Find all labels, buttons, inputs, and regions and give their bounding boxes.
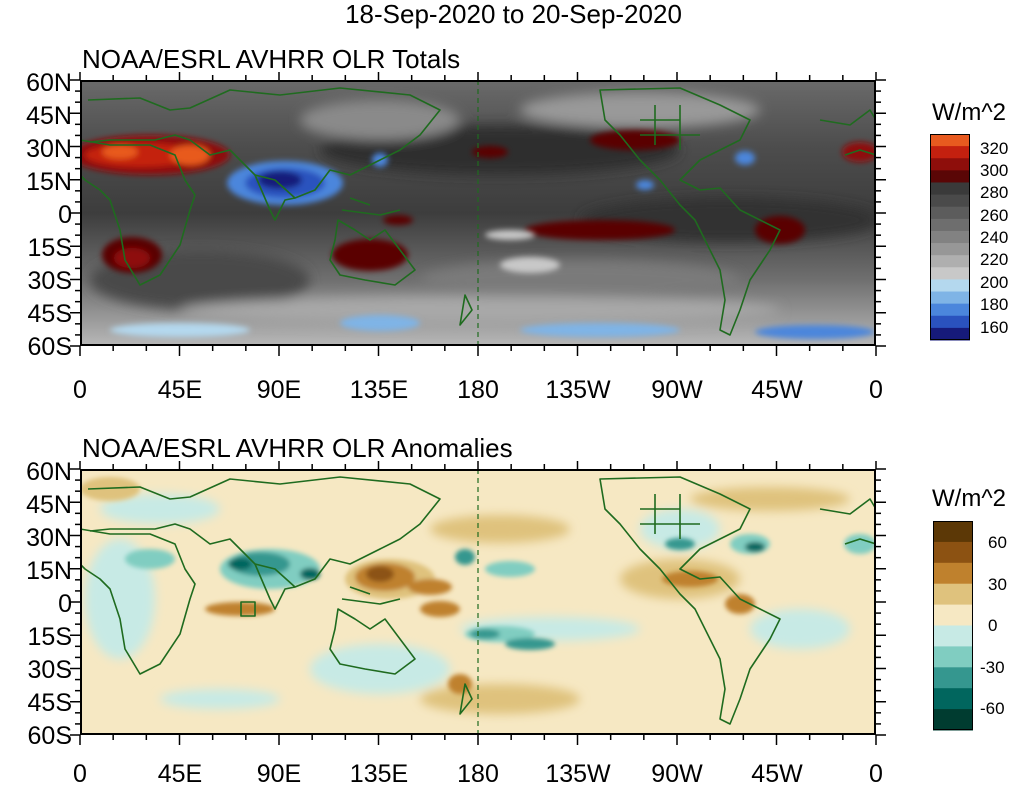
anomalies-colorbar-units: W/m^2 bbox=[932, 485, 1006, 512]
anomalies-lon-label: 90E bbox=[256, 760, 302, 788]
anomalies-lon-label: 45W bbox=[751, 760, 803, 788]
totals-lat-label: 45S bbox=[27, 300, 72, 328]
anomalies-lat-label: 60N bbox=[26, 458, 72, 486]
anomalies-lat-label: 30S bbox=[27, 656, 72, 684]
totals-lon-label: 135W bbox=[545, 376, 611, 404]
colorbar-swatch bbox=[930, 230, 970, 244]
anomalies-tick-marks bbox=[70, 461, 886, 745]
anomalies-lon-label: 135E bbox=[349, 760, 409, 788]
totals-colorbar-label: 320 bbox=[980, 139, 1009, 158]
anomalies-lat-label: 15N bbox=[26, 557, 72, 585]
colorbar-swatch bbox=[933, 541, 973, 564]
anomalies-lat-label: 15S bbox=[27, 623, 72, 651]
colorbar-swatch bbox=[930, 243, 970, 256]
anomalies-lat-label: 45S bbox=[27, 689, 72, 717]
totals-lat-label: 15S bbox=[27, 234, 72, 262]
anomalies-lat-label: 30N bbox=[26, 524, 72, 552]
totals-deep-convection bbox=[110, 151, 875, 339]
totals-lat-label: 30S bbox=[27, 267, 72, 295]
totals-lat-label: 0 bbox=[58, 201, 72, 229]
totals-colorbar-label: 300 bbox=[980, 161, 1009, 180]
totals-lon-label: 0 bbox=[73, 376, 87, 404]
anomalies-positive bbox=[80, 477, 755, 694]
anomalies-colorbar-label: 30 bbox=[988, 575, 1007, 594]
anomalies-colorbar-label: -30 bbox=[980, 658, 1005, 677]
anomalies-map bbox=[80, 469, 876, 735]
colorbar-swatch bbox=[930, 158, 970, 171]
colorbar-swatch bbox=[930, 279, 970, 293]
colorbar-swatch bbox=[930, 146, 970, 159]
colorbar-swatch bbox=[930, 255, 970, 268]
totals-colorbar-units: W/m^2 bbox=[932, 99, 1006, 126]
anomalies-field-blobs bbox=[85, 487, 850, 714]
colorbar-swatch bbox=[930, 194, 970, 208]
anomalies-lon-label: 0 bbox=[73, 760, 87, 788]
totals-colorbar bbox=[930, 134, 970, 341]
totals-tick-marks bbox=[70, 72, 886, 356]
totals-lon-label: 45E bbox=[157, 376, 203, 404]
colorbar-swatch bbox=[930, 303, 970, 317]
totals-lon-label: 45W bbox=[751, 376, 803, 404]
colorbar-swatch bbox=[933, 625, 973, 647]
anomalies-lon-label: 90W bbox=[651, 760, 703, 788]
totals-map bbox=[80, 80, 876, 346]
colorbar-swatch bbox=[933, 646, 973, 668]
totals-lat-label: 60N bbox=[26, 69, 72, 97]
colorbar-swatch bbox=[930, 170, 970, 183]
anomalies-lon-label: 180 bbox=[457, 760, 499, 788]
totals-lat-label: 60S bbox=[27, 333, 72, 361]
anomalies-colorbar bbox=[933, 521, 973, 731]
totals-high-olr bbox=[80, 130, 876, 273]
colorbar-swatch bbox=[930, 134, 970, 147]
totals-lat-label: 30N bbox=[26, 135, 72, 163]
anomalies-colorbar-label: -60 bbox=[980, 699, 1005, 718]
anomalies-colorbar-label: 60 bbox=[988, 533, 1007, 552]
colorbar-frame bbox=[930, 134, 970, 340]
colorbar-swatch bbox=[930, 315, 970, 329]
totals-lon-label: 90E bbox=[256, 376, 302, 404]
colorbar-swatch bbox=[933, 604, 973, 626]
anomalies-lon-label: 45E bbox=[157, 760, 203, 788]
colorbar-swatch bbox=[930, 206, 970, 220]
colorbar-swatch bbox=[930, 218, 970, 232]
totals-colorbar-label: 220 bbox=[980, 250, 1009, 269]
totals-lon-label: 90W bbox=[651, 376, 703, 404]
totals-field-blobs bbox=[90, 92, 876, 324]
totals-colorbar-label: 260 bbox=[980, 206, 1009, 225]
totals-colorbar-label: 160 bbox=[980, 318, 1009, 337]
colorbar-swatch bbox=[930, 267, 970, 280]
colorbar-swatch bbox=[933, 667, 973, 689]
totals-coastlines bbox=[80, 87, 876, 336]
anomalies-lon-label: 135W bbox=[545, 760, 611, 788]
colorbar-swatch bbox=[933, 688, 973, 710]
totals-lat-label: 45N bbox=[26, 102, 72, 130]
totals-panel-title: NOAA/ESRL AVHRR OLR Totals bbox=[82, 44, 461, 74]
totals-colorbar-label: 280 bbox=[980, 183, 1009, 202]
colorbar-swatch bbox=[933, 583, 973, 606]
colorbar-swatch bbox=[930, 291, 970, 305]
totals-map-svg bbox=[80, 80, 876, 346]
colorbar-swatch bbox=[930, 327, 970, 341]
figure-title: 18-Sep-2020 to 20-Sep-2020 bbox=[345, 0, 682, 29]
anomalies-coastlines bbox=[80, 476, 876, 725]
anomalies-lat-label: 60S bbox=[27, 722, 72, 750]
anomalies-panel-title: NOAA/ESRL AVHRR OLR Anomalies bbox=[82, 433, 513, 463]
totals-lon-label: 0 bbox=[869, 376, 883, 404]
totals-colorbar-label: 180 bbox=[980, 295, 1009, 314]
totals-colorbar-label: 240 bbox=[980, 228, 1009, 247]
anomalies-lon-label: 0 bbox=[869, 760, 883, 788]
anomalies-lat-label: 0 bbox=[58, 590, 72, 618]
colorbar-swatch bbox=[933, 562, 973, 585]
totals-lon-label: 135E bbox=[349, 376, 409, 404]
anomalies-lat-label: 45N bbox=[26, 491, 72, 519]
totals-lon-label: 180 bbox=[457, 376, 499, 404]
anomalies-colorbar-label: 0 bbox=[988, 616, 998, 635]
anomalies-map-svg bbox=[80, 469, 876, 735]
totals-colorbar-label: 200 bbox=[980, 273, 1009, 292]
colorbar-swatch bbox=[933, 709, 973, 731]
colorbar-swatch bbox=[930, 182, 970, 196]
colorbar-frame bbox=[933, 521, 973, 730]
totals-lat-label: 15N bbox=[26, 168, 72, 196]
colorbar-swatch bbox=[933, 521, 973, 543]
